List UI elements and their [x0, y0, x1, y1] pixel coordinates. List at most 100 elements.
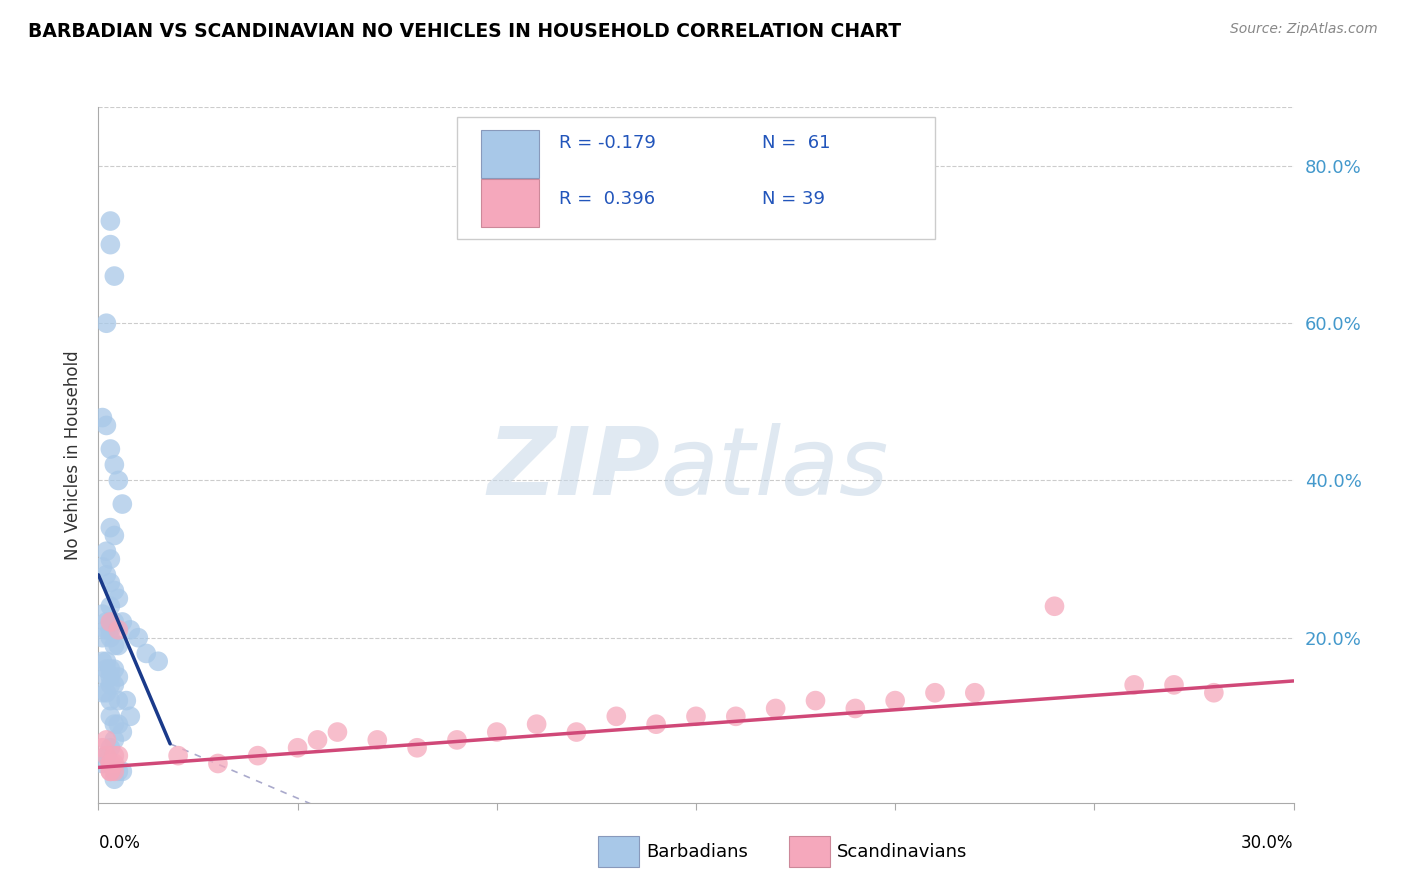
Point	[565, 725, 588, 739]
Point	[107, 639, 129, 653]
Point	[103, 458, 125, 472]
Point	[96, 316, 118, 330]
FancyBboxPatch shape	[481, 130, 540, 178]
Point	[107, 591, 129, 606]
Point	[446, 732, 468, 747]
Point	[645, 717, 668, 731]
Point	[884, 693, 907, 707]
Point	[100, 740, 122, 755]
Text: R =  0.396: R = 0.396	[558, 190, 655, 208]
Point	[100, 521, 122, 535]
Point	[107, 670, 129, 684]
Point	[307, 732, 329, 747]
Point	[100, 678, 122, 692]
Point	[326, 725, 349, 739]
Point	[91, 560, 114, 574]
Point	[96, 544, 118, 558]
Point	[287, 740, 309, 755]
Point	[100, 756, 122, 771]
Point	[103, 528, 125, 542]
Point	[96, 662, 118, 676]
Point	[246, 748, 269, 763]
Text: N = 39: N = 39	[762, 190, 825, 208]
Point	[91, 654, 114, 668]
Point	[103, 615, 125, 629]
Point	[96, 670, 118, 684]
Point	[100, 631, 122, 645]
Point	[724, 709, 747, 723]
Point	[100, 764, 122, 779]
Point	[120, 623, 142, 637]
Point	[100, 756, 122, 771]
Point	[103, 748, 125, 763]
Point	[107, 717, 129, 731]
Point	[406, 740, 429, 755]
Text: 0.0%: 0.0%	[98, 834, 141, 852]
Point	[100, 237, 122, 252]
Point	[103, 662, 125, 676]
Point	[1043, 599, 1066, 614]
Point	[107, 623, 129, 637]
Point	[91, 686, 114, 700]
Point	[96, 615, 118, 629]
Point	[103, 678, 125, 692]
Text: 30.0%: 30.0%	[1241, 834, 1294, 852]
Point	[115, 693, 138, 707]
Point	[96, 732, 118, 747]
Point	[103, 756, 125, 771]
Point	[207, 756, 229, 771]
Text: N =  61: N = 61	[762, 134, 830, 153]
Point	[103, 764, 125, 779]
Point	[103, 639, 125, 653]
Point	[91, 410, 114, 425]
Text: Scandinavians: Scandinavians	[837, 843, 967, 861]
Point	[91, 631, 114, 645]
Point	[96, 748, 118, 763]
Point	[111, 615, 134, 629]
Point	[100, 709, 122, 723]
Y-axis label: No Vehicles in Household: No Vehicles in Household	[65, 350, 83, 560]
FancyBboxPatch shape	[457, 118, 935, 239]
Point	[111, 725, 134, 739]
Point	[100, 552, 122, 566]
Text: Barbadians: Barbadians	[645, 843, 748, 861]
Text: BARBADIAN VS SCANDINAVIAN NO VEHICLES IN HOUSEHOLD CORRELATION CHART: BARBADIAN VS SCANDINAVIAN NO VEHICLES IN…	[28, 22, 901, 41]
Point	[100, 575, 122, 590]
Point	[765, 701, 787, 715]
Point	[103, 772, 125, 787]
Point	[685, 709, 707, 723]
Point	[844, 701, 866, 715]
Point	[100, 764, 122, 779]
Point	[100, 670, 122, 684]
Point	[91, 607, 114, 621]
Point	[1163, 678, 1185, 692]
Point	[96, 567, 118, 582]
Point	[100, 214, 122, 228]
Text: R = -0.179: R = -0.179	[558, 134, 655, 153]
Point	[135, 647, 157, 661]
Point	[103, 717, 125, 731]
Point	[924, 686, 946, 700]
Point	[111, 497, 134, 511]
Point	[605, 709, 627, 723]
Point	[96, 623, 118, 637]
Point	[804, 693, 827, 707]
Point	[96, 748, 118, 763]
Text: Source: ZipAtlas.com: Source: ZipAtlas.com	[1230, 22, 1378, 37]
Text: ZIP: ZIP	[488, 423, 661, 515]
Point	[103, 732, 125, 747]
Point	[100, 599, 122, 614]
Point	[103, 268, 125, 283]
Point	[100, 615, 122, 629]
Text: atlas: atlas	[661, 424, 889, 515]
Point	[107, 764, 129, 779]
Point	[96, 686, 118, 700]
Point	[91, 756, 114, 771]
Point	[107, 748, 129, 763]
Point	[107, 693, 129, 707]
Point	[120, 709, 142, 723]
FancyBboxPatch shape	[481, 178, 540, 227]
FancyBboxPatch shape	[598, 836, 638, 867]
Point	[1202, 686, 1225, 700]
Point	[366, 732, 388, 747]
